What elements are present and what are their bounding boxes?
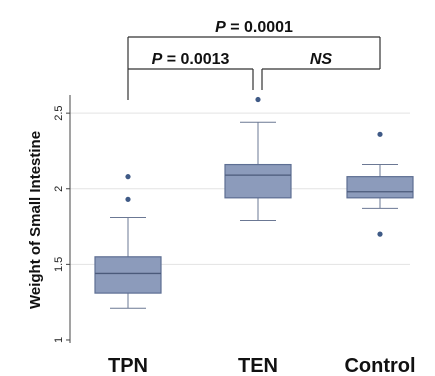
outlier-point — [255, 96, 261, 103]
outlier-point — [377, 231, 383, 237]
y-tick-label: 1 — [53, 337, 65, 343]
significance-label: P = 0.0013 — [152, 51, 230, 68]
y-axis-label: Weight of Small Intestine — [27, 131, 44, 309]
significance-bracket: NS — [261, 51, 380, 90]
y-tick-label: 2.5 — [53, 105, 65, 120]
y-axis-ticks: 1 1.5 2 2.5 — [53, 105, 70, 343]
box-control — [346, 131, 414, 237]
significance-bracket: P = 0.0001 — [127, 19, 381, 69]
x-category-label: TPN — [108, 355, 148, 376]
y-tick-label: 1.5 — [53, 257, 65, 272]
outlier-point — [125, 196, 131, 202]
outlier-point — [125, 174, 131, 180]
interquartile-box — [346, 176, 414, 199]
significance-brackets: P = 0.0013 NS P = 0.0001 — [127, 19, 381, 100]
significance-bracket: P = 0.0013 — [127, 51, 254, 100]
box-tpn — [94, 174, 162, 309]
significance-label: NS — [310, 51, 333, 68]
outlier-point — [377, 131, 383, 137]
interquartile-box — [94, 256, 162, 294]
x-axis-category-labels: TPN TEN Control — [108, 355, 416, 376]
y-tick-label: 2 — [53, 186, 65, 192]
x-category-label: TEN — [238, 355, 278, 376]
box-ten — [224, 96, 292, 222]
boxes — [94, 96, 414, 309]
interquartile-box — [224, 163, 292, 199]
significance-label: P = 0.0001 — [215, 19, 293, 36]
x-category-label: Control — [344, 355, 415, 376]
